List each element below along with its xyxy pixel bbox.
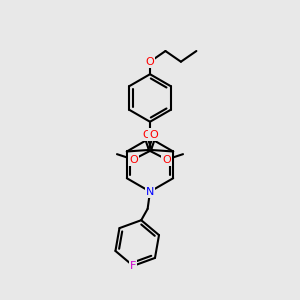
Text: O: O xyxy=(142,130,151,140)
Text: O: O xyxy=(129,154,138,164)
Text: F: F xyxy=(130,261,136,271)
Text: O: O xyxy=(162,154,171,164)
Text: O: O xyxy=(149,130,158,140)
Text: N: N xyxy=(146,187,154,196)
Text: O: O xyxy=(146,57,154,67)
